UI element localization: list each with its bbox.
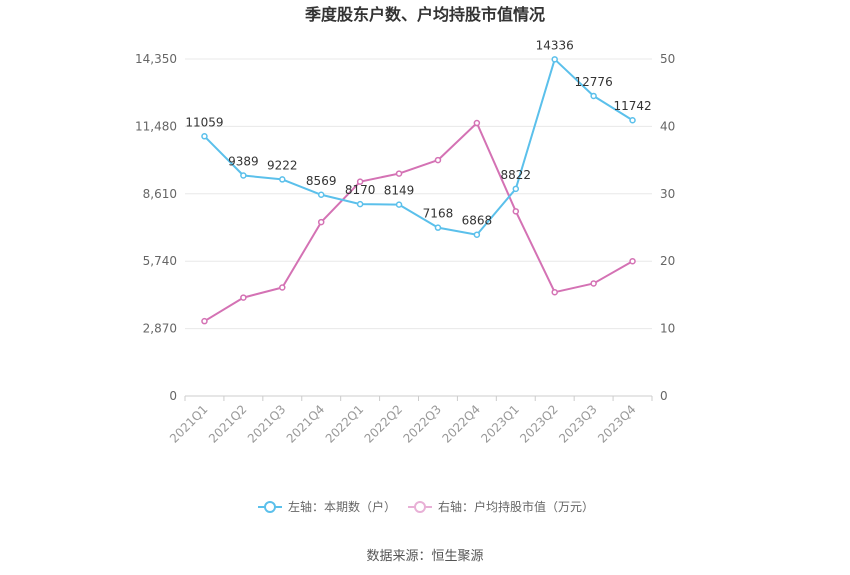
data-point-left[interactable] xyxy=(356,200,364,208)
data-point-right[interactable] xyxy=(551,288,558,296)
data-labels: 11059 9389 9222 8569 8170 8149 7168 6868 8822 143… xyxy=(185,38,651,227)
series-line-right xyxy=(203,122,634,323)
x-tick-label: 2022Q2 xyxy=(362,402,406,446)
legend-item-left-series[interactable]: 左轴：本期数（户） xyxy=(258,499,396,514)
chart-title: 季度股东户数、户均持股市值情况 xyxy=(304,5,545,24)
data-label: 9389 xyxy=(228,155,259,169)
left-tick-label: 2,870 xyxy=(143,322,177,336)
right-tick-label: 10 xyxy=(660,322,675,336)
x-tick-label: 2022Q3 xyxy=(401,402,445,446)
data-point-right[interactable] xyxy=(240,294,247,301)
x-tick-label: 2021Q3 xyxy=(245,402,289,446)
left-tick-label: 8,610 xyxy=(143,187,177,201)
left-tick-label: 0 xyxy=(169,389,177,403)
data-point-right[interactable] xyxy=(279,284,286,291)
x-axis: 2021Q12021Q22021Q32021Q42022Q12022Q22022… xyxy=(167,396,653,446)
right-tick-label: 20 xyxy=(660,254,675,268)
data-point-right[interactable] xyxy=(317,218,325,226)
legend: 左轴：本期数（户） 右轴：户均持股市值（万元） xyxy=(258,499,594,514)
data-point-right[interactable] xyxy=(395,170,403,177)
data-point-left[interactable] xyxy=(512,185,520,193)
data-point-right[interactable] xyxy=(590,280,597,287)
data-label: 9222 xyxy=(267,158,298,172)
right-tick-label: 50 xyxy=(660,52,675,66)
data-label: 11742 xyxy=(613,99,651,113)
data-label: 6868 xyxy=(462,214,493,228)
right-tick-label: 30 xyxy=(660,187,675,201)
x-tick-label: 2022Q1 xyxy=(323,402,367,446)
legend-marker-right xyxy=(414,501,426,513)
data-point-left[interactable] xyxy=(551,56,558,63)
data-point-left[interactable] xyxy=(395,201,403,208)
gridlines xyxy=(185,58,652,397)
data-point-right[interactable] xyxy=(512,208,520,215)
data-label: 12776 xyxy=(575,75,613,89)
data-label: 11059 xyxy=(185,115,223,129)
x-tick-label: 2021Q1 xyxy=(167,402,211,446)
data-point-right[interactable] xyxy=(473,119,481,127)
data-label: 8569 xyxy=(306,174,337,188)
x-tick-label: 2021Q2 xyxy=(206,402,250,446)
data-point-right[interactable] xyxy=(629,257,636,265)
data-point-right[interactable] xyxy=(434,156,442,164)
x-tick-label: 2023Q4 xyxy=(595,402,639,446)
series-line-left xyxy=(203,58,634,236)
data-point-right[interactable] xyxy=(201,317,208,325)
data-label: 8822 xyxy=(501,168,532,182)
data-point-right[interactable] xyxy=(356,178,364,185)
data-point-left[interactable] xyxy=(201,133,208,140)
series-layer xyxy=(201,56,636,325)
left-tick-label: 5,740 xyxy=(143,254,177,268)
data-point-left[interactable] xyxy=(473,231,481,238)
data-point-left[interactable] xyxy=(279,176,286,183)
legend-label-left: 左轴：本期数（户） xyxy=(288,499,396,514)
left-axis: 0 2,870 5,740 8,610 11,480 14,350 xyxy=(135,52,177,403)
left-tick-label: 11,480 xyxy=(135,119,177,133)
x-tick-label: 2022Q4 xyxy=(439,402,483,446)
right-tick-label: 0 xyxy=(660,389,668,403)
data-label: 8149 xyxy=(384,184,415,198)
data-label: 14336 xyxy=(536,38,574,52)
x-tick-label: 2023Q3 xyxy=(556,402,600,446)
data-point-left[interactable] xyxy=(590,92,597,100)
x-tick-label: 2021Q4 xyxy=(284,402,328,446)
data-label: 7168 xyxy=(423,207,454,221)
x-tick-label: 2023Q1 xyxy=(478,402,522,446)
data-point-left[interactable] xyxy=(434,224,442,231)
data-point-left[interactable] xyxy=(240,172,247,179)
legend-label-right: 右轴：户均持股市值（万元） xyxy=(438,499,594,514)
data-source: 数据来源：恒生聚源 xyxy=(366,549,483,564)
data-label: 8170 xyxy=(345,183,376,197)
left-tick-label: 14,350 xyxy=(135,52,177,66)
data-point-left[interactable] xyxy=(317,191,325,199)
legend-item-right-series[interactable]: 右轴：户均持股市值（万元） xyxy=(408,499,594,514)
x-tick-label: 2023Q2 xyxy=(517,402,561,446)
right-tick-label: 40 xyxy=(660,119,675,133)
legend-marker-left xyxy=(264,501,276,513)
data-point-left[interactable] xyxy=(629,116,636,124)
right-axis: 0 10 20 30 40 50 xyxy=(660,52,675,403)
